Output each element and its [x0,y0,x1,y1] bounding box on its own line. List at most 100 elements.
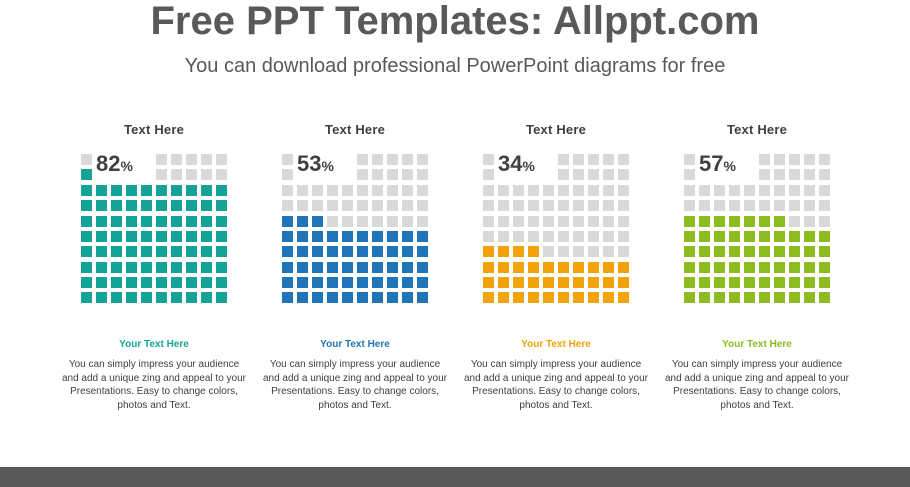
waffle-cell-filled [156,246,167,258]
waffle-cell-empty [744,200,755,212]
waffle-cell-empty [759,169,770,181]
waffle-cell-filled [312,230,323,242]
percentage-value: 57% [697,148,759,180]
waffle-cell-filled [573,261,584,273]
waffle-cell-filled [402,292,413,304]
waffle-cell-empty [573,169,584,181]
waffle-cell-filled [186,200,197,212]
waffle-cell-filled [141,261,152,273]
page-title: Free PPT Templates: Allppt.com [150,0,760,43]
percentage-number: 34 [498,151,523,176]
waffle-cell-empty [387,200,398,212]
waffle-cell-empty [804,200,815,212]
waffle-cell-filled [714,277,725,288]
waffle-cell-filled [483,277,494,288]
waffle-cell-filled [618,277,629,288]
waffle-cell-filled [573,277,584,288]
waffle-cell-filled [513,277,524,288]
waffle-cell-filled [81,200,92,212]
waffle-cell-empty [699,184,710,196]
waffle-cell-filled [96,261,107,273]
waffle-cell-filled [297,230,308,242]
waffle-cell-empty [819,200,830,212]
waffle-cell-empty [327,215,338,227]
waffle-cell-empty [156,154,167,165]
waffle-cell-filled [744,277,755,288]
waffle-cell-filled [171,200,182,212]
waffle-cell-filled [699,292,710,304]
waffle-cell-empty [171,169,182,181]
waffle-cell-empty [819,215,830,227]
item-description: You can simply impress your audience and… [61,359,247,411]
waffle-cell-empty [417,169,428,181]
waffle-cell-filled [804,277,815,288]
waffle-cell-empty [357,154,368,165]
waffle-cell-empty [297,200,308,212]
waffle-cell-filled [141,184,152,196]
waffle-cell-filled [714,261,725,273]
waffle-cell-empty [819,169,830,181]
waffle-cell-empty [804,215,815,227]
waffle-cell-filled [156,277,167,288]
waffle-cell-filled [804,230,815,242]
column-heading: Text Here [726,122,788,137]
waffle-cell-filled [126,184,137,196]
waffle-cell-filled [483,246,494,258]
waffle-cell-filled [714,246,725,258]
waffle-cell-filled [819,292,830,304]
waffle-cell-empty [558,200,569,212]
waffle-grid [684,153,830,319]
waffle-cell-filled [387,246,398,258]
waffle-cell-empty [558,169,569,181]
waffle-cell-filled [684,261,695,273]
waffle-cell-filled [402,230,413,242]
percentage-unit: % [120,158,133,174]
waffle-cell-filled [774,215,785,227]
waffle-cell-empty [618,154,629,165]
waffle-cell-empty [387,154,398,165]
waffle-cell-filled [156,292,167,304]
waffle-cell-empty [417,184,428,196]
waffle-cell-filled [216,292,227,304]
waffle-cell-filled [81,169,92,181]
waffle-cell-filled [387,230,398,242]
waffle-cell-filled [111,261,122,273]
percentage-number: 82 [96,151,121,176]
waffle-cell-filled [312,292,323,304]
waffle-cell-empty [513,200,524,212]
waffle-cell-empty [402,184,413,196]
waffle-cell-filled [81,277,92,288]
waffle-cell-filled [297,246,308,258]
waffle-cell-empty [789,169,800,181]
column-heading: Text Here [324,122,386,137]
item-label: Your Text Here [119,339,189,350]
waffle-cell-filled [141,277,152,288]
waffle-cell-empty [312,184,323,196]
waffle-cell-empty [171,154,182,165]
waffle-cell-empty [417,200,428,212]
waffle-cell-filled [372,246,383,258]
waffle-cell-empty [372,200,383,212]
waffle-cell-empty [342,200,353,212]
waffle-cell-empty [357,200,368,212]
waffle-cell-filled [171,184,182,196]
waffle-cell-filled [759,246,770,258]
waffle-cell-empty [297,184,308,196]
waffle-cell-filled [402,246,413,258]
waffle-cell-filled [417,277,428,288]
waffle-cell-filled [81,184,92,196]
waffle-cell-empty [573,215,584,227]
waffle-cell-filled [327,230,338,242]
waffle-cell-filled [312,261,323,273]
waffle-cell-filled [819,261,830,273]
footer-bar [0,467,910,487]
waffle-cell-filled [498,277,509,288]
waffle-cell-filled [96,200,107,212]
waffle-cell-empty [483,169,494,181]
waffle-cell-filled [216,200,227,212]
waffle-cell-filled [96,292,107,304]
waffle-cell-filled [417,230,428,242]
waffle-cell-filled [216,246,227,258]
waffle-cell-filled [774,246,785,258]
waffle-cell-filled [789,230,800,242]
